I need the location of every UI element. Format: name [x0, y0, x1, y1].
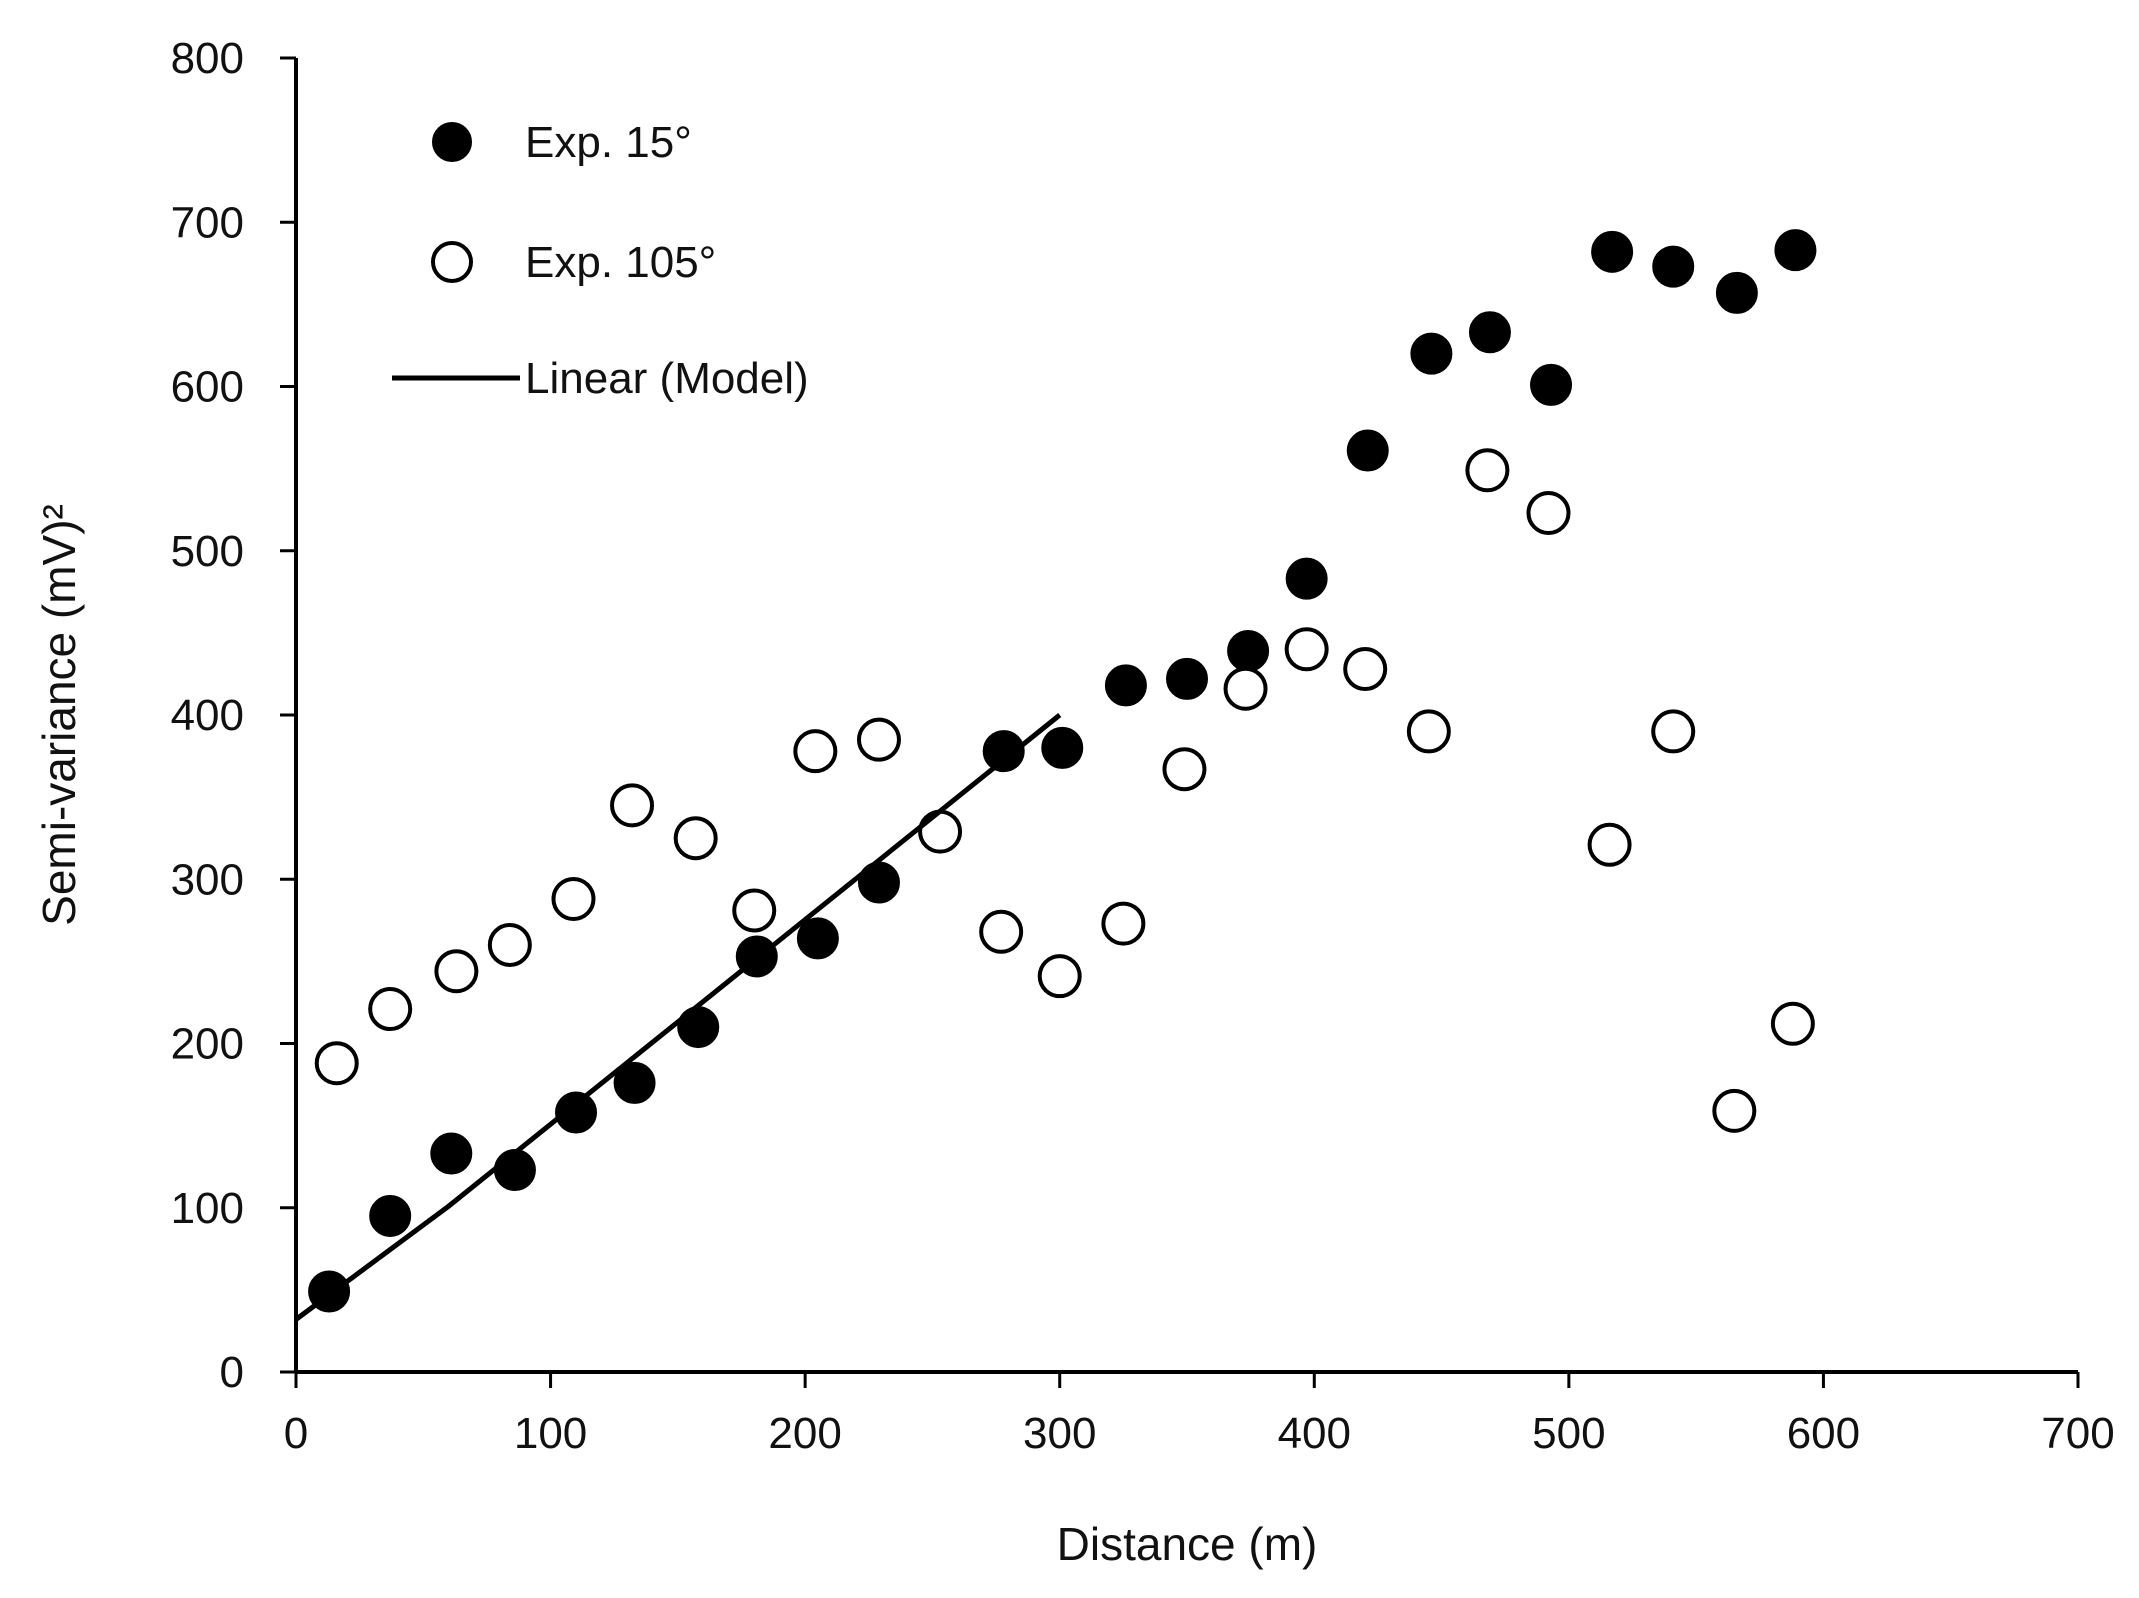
point-exp-15	[796, 917, 839, 960]
y-tick-label: 800	[171, 34, 244, 83]
point-exp-105	[551, 876, 596, 921]
legend-label: Exp. 105°	[525, 238, 716, 287]
point-exp-105	[1406, 709, 1451, 754]
x-axis-title: Distance (m)	[1057, 1518, 1318, 1570]
x-tick-label: 100	[514, 1409, 587, 1458]
y-tick-label: 300	[171, 855, 244, 904]
y-axis-title: Semi-variance (mV)²	[33, 504, 85, 926]
point-exp-105	[732, 888, 777, 933]
point-exp-105	[1101, 901, 1146, 946]
point-exp-15	[1591, 230, 1634, 273]
point-exp-105	[1651, 709, 1696, 754]
point-exp-15	[1166, 657, 1208, 700]
point-exp-105	[434, 949, 479, 994]
y-tick-label: 400	[171, 691, 244, 740]
point-exp-105	[918, 809, 963, 854]
point-exp-105	[610, 783, 655, 828]
point-exp-105	[1587, 822, 1632, 867]
legend-filled-marker	[432, 122, 472, 162]
legend-label: Linear (Model)	[525, 354, 809, 403]
point-exp-15	[1715, 271, 1758, 314]
point-exp-15	[1346, 429, 1389, 472]
x-tick-label: 600	[1787, 1409, 1860, 1458]
x-tick-label: 300	[1023, 1409, 1096, 1458]
point-exp-15	[1104, 664, 1147, 707]
point-exp-105	[1770, 1001, 1815, 1046]
y-tick-label: 200	[171, 1020, 244, 1069]
point-exp-15	[1410, 332, 1453, 375]
point-exp-105	[1162, 747, 1207, 792]
point-exp-15	[1285, 557, 1328, 600]
point-exp-15	[1041, 726, 1084, 769]
y-tick-label: 0	[220, 1348, 244, 1397]
point-exp-15	[1227, 629, 1270, 672]
legend-open-marker	[431, 241, 473, 283]
x-tick-label: 500	[1532, 1409, 1605, 1458]
x-tick-label: 400	[1278, 1409, 1351, 1458]
point-exp-15	[982, 730, 1025, 773]
series	[294, 229, 1817, 1322]
point-exp-105	[793, 729, 838, 774]
point-exp-105	[368, 987, 413, 1032]
point-exp-15	[1530, 363, 1573, 406]
model-line	[294, 713, 1062, 1322]
point-exp-105	[673, 816, 718, 861]
point-exp-105	[1284, 627, 1329, 672]
y-tick-label: 700	[171, 198, 244, 247]
legend-item: Exp. 105°	[431, 238, 716, 287]
point-exp-105	[1037, 954, 1082, 999]
point-exp-105	[1223, 666, 1268, 711]
y-tick-label: 600	[171, 363, 244, 412]
point-exp-15	[1468, 311, 1511, 354]
point-exp-105	[1526, 490, 1571, 535]
point-exp-105	[856, 717, 901, 762]
y-tick-label: 100	[171, 1184, 244, 1233]
legend-item: Exp. 15°	[432, 118, 692, 167]
point-exp-15	[430, 1132, 473, 1175]
point-exp-15	[613, 1061, 656, 1104]
point-exp-15	[1652, 245, 1695, 288]
x-tick-label: 0	[284, 1409, 308, 1458]
point-exp-15	[555, 1091, 598, 1134]
ticks: 0 100 200 300 400 500 600 700 0 100 200 300 400 500 60…	[171, 34, 2115, 1458]
point-exp-105	[1343, 647, 1388, 692]
point-exp-105	[1465, 448, 1510, 493]
point-exp-15	[677, 1006, 720, 1049]
point-exp-15	[1774, 229, 1817, 272]
legend: Exp. 15° Exp. 105° Linear (Model)	[392, 118, 809, 403]
point-exp-105	[979, 909, 1024, 954]
legend-item: Linear (Model)	[392, 354, 809, 403]
point-exp-105	[487, 922, 532, 967]
x-tick-label: 700	[2041, 1409, 2114, 1458]
y-tick-label: 500	[171, 527, 244, 576]
point-exp-105	[314, 1041, 359, 1086]
x-tick-label: 200	[768, 1409, 841, 1458]
legend-label: Exp. 15°	[525, 118, 692, 167]
point-exp-15	[369, 1194, 412, 1237]
point-exp-105	[1712, 1088, 1757, 1133]
